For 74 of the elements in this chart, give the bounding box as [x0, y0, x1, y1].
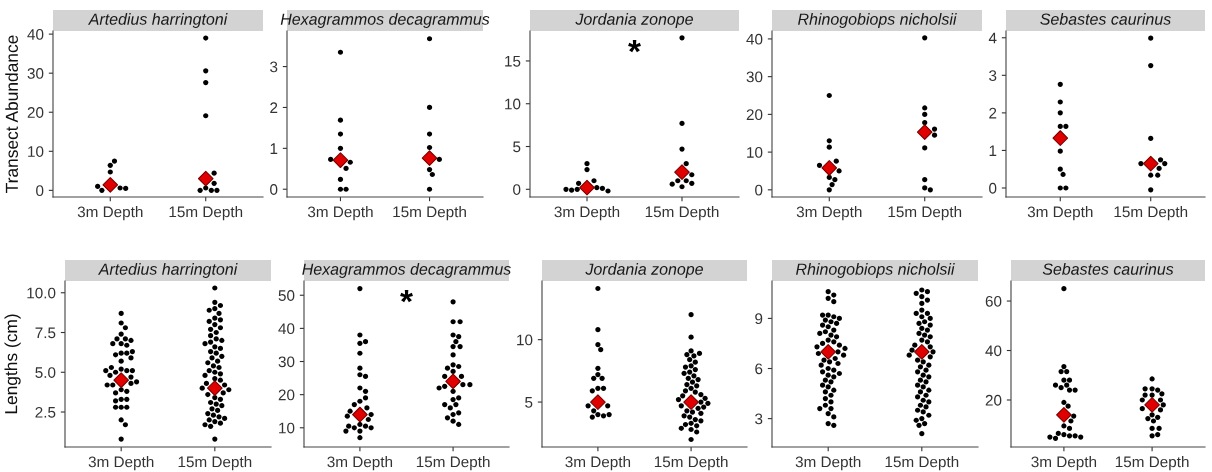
y-tick-label: 0	[270, 184, 278, 195]
x-tick-label: 15m Depth	[393, 206, 466, 221]
x-tick-label: 3m Depth	[307, 206, 373, 221]
chart-title: Sebastes caurinus	[1042, 263, 1174, 275]
x-tick-label: 15m Depth	[169, 206, 243, 221]
y-tick-label: 2.5	[35, 406, 56, 418]
y-tick-label: 5.0	[35, 367, 56, 378]
annotation: *	[628, 39, 641, 53]
chart-title: Jordania zonope	[575, 13, 693, 28]
y-tick-label: 0	[513, 184, 521, 195]
x-tick-label: 15m Depth	[416, 456, 490, 471]
y-tick-label: 10.0	[27, 287, 56, 299]
y-tick-label: 30	[27, 68, 44, 79]
chart-title: Artedius harringtoni	[87, 13, 228, 28]
x-tick-label: 15m Depth	[885, 456, 959, 471]
x-tick-label: 15m Depth	[654, 456, 728, 471]
chart-title: Rhinogobiops nicholsii	[796, 263, 955, 278]
y-tick-label: 40	[27, 28, 44, 40]
y-tick-label: 10	[279, 422, 295, 434]
x-tick-label: 15m Depth	[1115, 456, 1189, 471]
x-tick-label: 15m Depth	[645, 206, 719, 221]
x-tick-label: 15m Depth	[178, 456, 252, 471]
y-tick-label: 40	[746, 33, 763, 45]
y-tick-label: 3	[989, 70, 997, 81]
x-tick-label: 15m Depth	[888, 206, 962, 221]
y-tick-label: 0	[755, 184, 763, 196]
annotation: *	[400, 289, 413, 303]
y-tick-label: 10	[28, 146, 44, 157]
chart-title: Hexagrammos decagrammus	[280, 13, 490, 28]
chart-title: Sebastes caurinus	[1040, 13, 1171, 25]
x-tick-label: 3m Depth	[554, 206, 620, 221]
y-tick-label: 0	[989, 182, 997, 194]
y-tick-label: 10	[747, 146, 763, 158]
x-tick-label: 3m Depth	[565, 456, 631, 471]
y-tick-label: 40	[985, 345, 1002, 357]
y-tick-label: 10	[517, 334, 533, 346]
y-tick-label: 5	[525, 397, 533, 408]
y-axis-title: Transect Abundance	[5, 35, 18, 193]
y-tick-label: 2	[989, 107, 997, 119]
x-tick-label: 3m Depth	[1031, 456, 1097, 471]
chart-title: Jordania zonope	[585, 263, 703, 278]
y-tick-label: 20	[27, 107, 44, 118]
y-tick-label: 5	[513, 141, 521, 153]
chart-title: Hexagrammos decagrammus	[302, 263, 511, 278]
y-tick-label: 40	[278, 323, 295, 335]
x-tick-label: 3m Depth	[327, 456, 393, 471]
y-tick-label: 1	[270, 143, 278, 154]
x-tick-label: 3m Depth	[795, 456, 861, 471]
y-tick-label: 0	[36, 185, 44, 197]
y-tick-label: 15	[505, 55, 521, 67]
x-tick-label: 3m Depth	[77, 206, 143, 221]
y-tick-label: 20	[985, 394, 1002, 406]
y-tick-label: 1	[989, 145, 997, 156]
y-tick-label: 7.5	[35, 327, 56, 339]
y-tick-label: 10	[505, 98, 521, 110]
y-tick-label: 3	[270, 61, 278, 73]
y-tick-label: 30	[278, 356, 295, 368]
y-tick-label: 20	[278, 389, 295, 401]
y-tick-label: 30	[746, 71, 763, 83]
chart-title: Rhinogobiops nicholsii	[798, 13, 957, 28]
y-tick-label: 20	[746, 109, 763, 121]
y-tick-label: 4	[988, 32, 997, 44]
y-tick-label: 6	[755, 363, 763, 375]
y-axis-title: Lengths (cm)	[4, 314, 21, 414]
y-tick-label: 2	[270, 102, 278, 113]
x-tick-label: 3m Depth	[88, 456, 154, 471]
y-tick-label: 9	[755, 313, 763, 325]
x-tick-label: 3m Depth	[796, 206, 862, 221]
x-tick-label: 15m Depth	[1114, 206, 1188, 221]
y-tick-label: 3	[755, 413, 763, 425]
chart-title: Artedius harringtoni	[97, 263, 238, 278]
y-tick-label: 50	[278, 290, 295, 301]
y-tick-label: 60	[985, 295, 1002, 307]
x-tick-label: 3m Depth	[1027, 206, 1093, 221]
